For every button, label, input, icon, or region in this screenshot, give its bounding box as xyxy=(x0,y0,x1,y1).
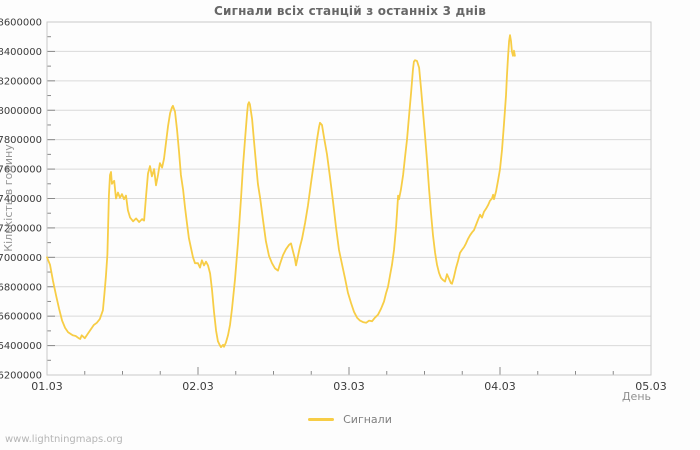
y-tick-label: 7800000 xyxy=(0,135,42,146)
y-tick-label: 6800000 xyxy=(0,282,42,293)
x-tick-label: 05.03 xyxy=(635,380,667,393)
y-tick-label: 6200000 xyxy=(0,371,42,382)
x-tick-label: 01.03 xyxy=(31,380,63,393)
chart-title: Сигнали всіх станцій з останніх 3 днів xyxy=(213,4,487,18)
x-tick-label: 02.03 xyxy=(182,380,214,393)
x-tick-label: 03.03 xyxy=(333,380,365,393)
signal-line xyxy=(46,34,516,349)
y-tick-label: 8000000 xyxy=(0,106,42,117)
plot-frame xyxy=(46,21,652,376)
y-tick-label: 8600000 xyxy=(0,18,42,29)
watermark-url: www.lightningmaps.org xyxy=(5,434,123,445)
y-tick-label: 7200000 xyxy=(0,223,42,234)
x-tick-label: 04.03 xyxy=(484,380,516,393)
y-tick-label: 6600000 xyxy=(0,312,42,323)
y-axis-label: Кількість в годину xyxy=(2,144,15,252)
y-tick-label: 7600000 xyxy=(0,165,42,176)
y-tick-label: 8200000 xyxy=(0,76,42,87)
y-tick-label: 8400000 xyxy=(0,47,42,58)
chart-legend: Сигнали xyxy=(0,413,700,426)
y-tick-label: 7400000 xyxy=(0,194,42,205)
y-tick-label: 7000000 xyxy=(0,253,42,264)
x-axis-label: День xyxy=(621,390,651,403)
legend-line-swatch xyxy=(308,418,335,421)
y-tick-label: 6400000 xyxy=(0,341,42,352)
legend-series-label: Сигнали xyxy=(343,413,392,426)
